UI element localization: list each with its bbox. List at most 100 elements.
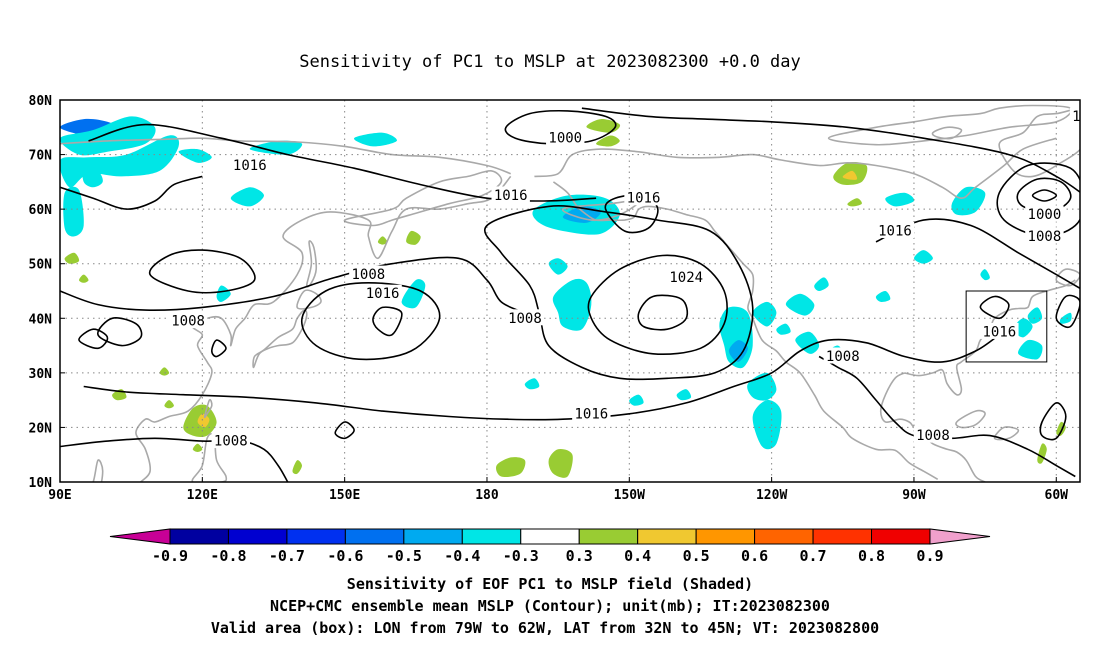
- sensitivity-patch: [216, 285, 231, 302]
- latitude-axis: 10N 20N 30N 40N 50N 60N 70N 80N: [29, 94, 65, 491]
- sensitivity-patch: [629, 394, 644, 406]
- isobar: [78, 328, 109, 350]
- colorbar-tick-label: -0.6: [327, 547, 363, 565]
- isobar: [979, 295, 1010, 320]
- contour-label: 1008: [916, 428, 950, 444]
- sensitivity-patch: [951, 186, 986, 216]
- sensitivity-patch: [980, 269, 990, 281]
- sensitivity-patch: [1027, 307, 1043, 324]
- sensitivity-patch: [752, 301, 777, 327]
- caption-line-2: NCEP+CMC ensemble mean MSLP (Contour); u…: [270, 597, 830, 615]
- contour-labels: 1000 1016 1016 1016 101 1000 1008 1016 1008 1024 1…: [168, 107, 1080, 450]
- coastline: [92, 459, 104, 482]
- colorbar-low-arrow: [109, 528, 171, 545]
- lon-tick-label: 150E: [329, 488, 360, 503]
- sensitivity-patch: [82, 165, 103, 188]
- isobar: [581, 107, 1080, 194]
- contour-label-bg: [667, 268, 706, 285]
- colorbar-tick-label: 0.9: [916, 547, 943, 565]
- colorbar-swatch: [520, 528, 580, 545]
- sensitivity-patch: [842, 170, 858, 180]
- map-frame: [59, 99, 1081, 483]
- sensitivity-patch: [524, 378, 540, 390]
- lat-tick-label: 80N: [29, 94, 53, 109]
- isobar: [996, 162, 1080, 238]
- colorbar-swatch: [344, 528, 405, 545]
- contour-label: 1024: [669, 270, 703, 286]
- coastline: [552, 181, 939, 480]
- lon-tick-label: 60W: [1045, 488, 1069, 503]
- contour-label: 1008: [171, 314, 205, 330]
- contour-label: 1008: [508, 311, 542, 327]
- coastline: [252, 309, 308, 369]
- coastline: [203, 398, 213, 419]
- contour-label: 1008: [352, 267, 386, 283]
- isobar: [1031, 189, 1058, 202]
- isobar: [504, 109, 617, 145]
- coastline: [827, 104, 1073, 146]
- sensitivity-patch: [406, 230, 421, 245]
- colorbar-tick-label: 0.4: [624, 547, 651, 565]
- map-panel: 1000 1016 1016 1016 101 1000 1008 1016 1008 1024 1…: [29, 94, 1081, 503]
- sensitivity-patch: [1018, 339, 1043, 360]
- contour-label: 1016: [982, 324, 1016, 340]
- sensitivity-patch: [63, 186, 84, 237]
- contour-label: 1016: [574, 406, 608, 422]
- sensitivity-patch: [548, 258, 568, 275]
- colorbar-swatch: [754, 528, 814, 545]
- coastline: [955, 409, 986, 429]
- lon-tick-label: 120W: [756, 488, 787, 503]
- isobar: [484, 205, 754, 381]
- coastline: [135, 175, 512, 482]
- sensitivity-patch: [1059, 312, 1072, 324]
- colorbar-tick-label: 0.5: [683, 547, 710, 565]
- colorbar-swatch: [578, 528, 639, 545]
- contour-label-bg: [363, 284, 402, 301]
- colorbar-swatch: [695, 528, 756, 545]
- contour-label: 1016: [494, 188, 528, 204]
- contour-label-bg: [624, 189, 663, 206]
- colorbar-tick-label: -0.4: [444, 547, 480, 565]
- lon-tick-label: 120E: [187, 488, 218, 503]
- isobar: [60, 256, 526, 314]
- isobar: [211, 339, 227, 358]
- colorbar-tick-label: 0.7: [800, 547, 827, 565]
- lat-tick-label: 20N: [29, 421, 53, 436]
- isobar: [1016, 177, 1072, 213]
- coastline: [305, 240, 318, 288]
- contour-label-bg: [211, 432, 250, 449]
- sensitivity-patch: [596, 135, 620, 147]
- isobar: [83, 334, 1000, 421]
- sensitivity-patch: [353, 132, 397, 147]
- lon-tick-label: 150W: [614, 488, 645, 503]
- lat-tick-label: 30N: [29, 367, 53, 382]
- colorbar-high-arrow: [929, 528, 991, 545]
- isobar: [372, 306, 403, 337]
- colorbar-swatch: [871, 528, 931, 545]
- isobar: [148, 249, 256, 294]
- colorbar-tick-label: -0.8: [210, 547, 246, 565]
- sensitivity-patch: [192, 443, 203, 452]
- contour-label: 1000: [548, 131, 582, 147]
- colorbar-tick-label: 0.3: [566, 547, 593, 565]
- contour-label-bg: [1069, 107, 1080, 124]
- isobar: [1055, 294, 1080, 328]
- contour-label-bg: [823, 347, 862, 364]
- lon-tick-label: 90W: [902, 488, 926, 503]
- sensitivity-patch: [495, 457, 526, 478]
- isobar: [818, 355, 1076, 478]
- isobar: [587, 254, 728, 355]
- colorbar-tick-label: -0.5: [386, 547, 422, 565]
- colorbar-tick-label: -0.7: [269, 547, 305, 565]
- contour-label-bg: [230, 156, 269, 173]
- colorbar-swatch: [637, 528, 697, 545]
- sensitivity-patch: [249, 140, 303, 155]
- contour-label-bg: [1025, 205, 1064, 222]
- coastline: [998, 108, 1080, 178]
- sensitivity-patch: [159, 367, 170, 376]
- colorbar-swatch: [286, 528, 346, 545]
- sensitivity-patch: [292, 460, 302, 475]
- sensitivity-patch: [676, 389, 692, 401]
- sensitivity-patch: [875, 290, 891, 303]
- sensitivity-patch: [847, 198, 862, 207]
